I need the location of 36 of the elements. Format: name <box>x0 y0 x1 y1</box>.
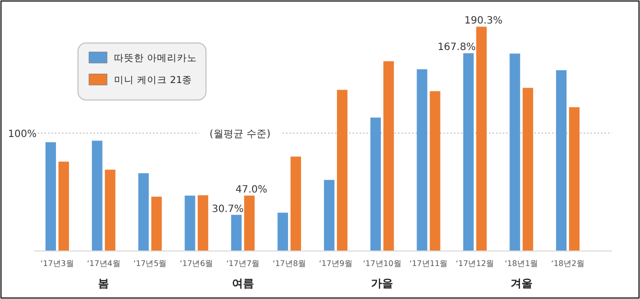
bar <box>370 118 381 251</box>
bar <box>184 196 196 251</box>
bar <box>138 173 149 251</box>
legend-label: 따뜻한 아메리카노 <box>114 53 198 64</box>
bar <box>290 156 302 251</box>
bar <box>416 69 428 251</box>
bar <box>476 26 487 251</box>
legend-label: 미니 케이크 21종 <box>114 75 192 86</box>
text: 봄 <box>98 277 110 290</box>
bar <box>231 214 242 251</box>
bar <box>104 170 116 251</box>
bar <box>92 140 102 251</box>
bar <box>430 91 440 251</box>
bar <box>510 54 520 251</box>
data-label: 47.0% <box>235 184 268 196</box>
bar <box>522 88 534 251</box>
bar <box>45 142 56 251</box>
bar <box>198 195 208 251</box>
bar <box>278 212 288 251</box>
ref-line-label: 100% <box>8 129 37 140</box>
bar <box>463 53 474 251</box>
data-label: 190.3% <box>464 16 503 27</box>
bar <box>58 162 69 251</box>
bar <box>569 107 580 251</box>
text: 가을 <box>371 277 394 290</box>
annotation: (월평균 수준) <box>210 129 271 140</box>
bar <box>556 70 567 251</box>
data-label: 30.7% <box>212 204 244 215</box>
bar <box>244 196 255 251</box>
text: 겨울 <box>510 277 532 290</box>
bar <box>336 90 348 251</box>
bar <box>383 61 394 251</box>
data-label: 167.8% <box>438 42 476 54</box>
bar <box>324 180 334 251</box>
text: 여름 <box>232 277 254 290</box>
bar <box>151 196 162 251</box>
